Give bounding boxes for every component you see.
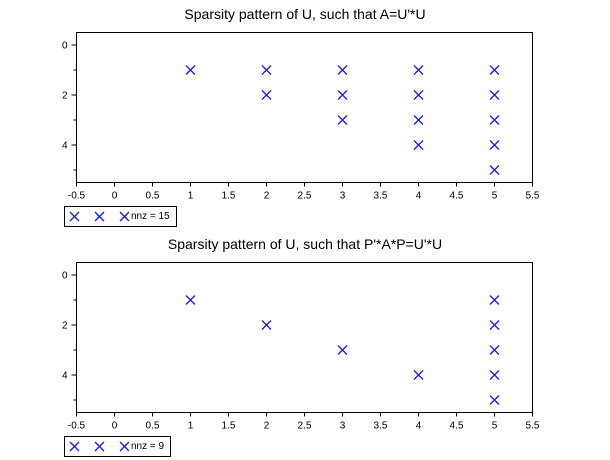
data-point-marker bbox=[337, 345, 348, 355]
y-axis-tick-label: 4 bbox=[62, 141, 68, 152]
x-axis-tick-label: 4 bbox=[416, 191, 422, 202]
x-marker-icon bbox=[69, 441, 80, 452]
data-point-marker bbox=[337, 90, 348, 100]
x-axis-tick-label: 0.5 bbox=[146, 421, 160, 432]
data-point-marker bbox=[413, 65, 424, 75]
y-axis-tick-label: 0 bbox=[62, 41, 68, 52]
x-axis-tick-label: 4.5 bbox=[450, 421, 464, 432]
x-axis-tick-label: 5 bbox=[492, 421, 498, 432]
x-marker-icon bbox=[94, 441, 105, 452]
x-marker-icon bbox=[119, 441, 130, 452]
plot-box bbox=[76, 262, 533, 413]
data-point-marker bbox=[413, 90, 424, 100]
data-point-marker bbox=[489, 115, 500, 125]
x-marker-icon bbox=[69, 211, 80, 222]
data-point-marker bbox=[337, 65, 348, 75]
y-axis-tick-label: 2 bbox=[62, 91, 68, 102]
data-point-marker bbox=[337, 115, 348, 125]
data-point-marker bbox=[489, 395, 500, 405]
data-point-marker bbox=[489, 90, 500, 100]
x-axis-tick-label: 2 bbox=[264, 421, 270, 432]
x-axis-tick-label: 4.5 bbox=[450, 191, 464, 202]
x-axis-tick-label: 1 bbox=[188, 421, 194, 432]
plot-title-upper: Sparsity pattern of U, such that A=U'*U bbox=[184, 6, 426, 22]
x-axis-tick-label: 0 bbox=[112, 191, 118, 202]
legend-label: nnz = 15 bbox=[131, 211, 170, 222]
x-axis-tick-label: 3 bbox=[340, 421, 346, 432]
x-axis-tick-label: 0.5 bbox=[146, 191, 160, 202]
x-axis-tick-label: 2.5 bbox=[298, 421, 312, 432]
data-point-marker bbox=[489, 345, 500, 355]
x-axis-tick-label: 0 bbox=[112, 421, 118, 432]
data-point-marker bbox=[413, 115, 424, 125]
subplot-lower: -0.5 0 0.5 1 1.5 2 2.5 3 3.5 4 4.5 5 5.5 0 2 4 Sparsity… bbox=[0, 230, 610, 460]
x-axis-tick-label: 5.5 bbox=[526, 191, 540, 202]
legend-upper: nnz = 15 bbox=[64, 206, 177, 227]
plot-title-lower: Sparsity pattern of U, such that P'*A*P=… bbox=[167, 236, 443, 252]
plot-canvas-lower: -0.5 0 0.5 1 1.5 2 2.5 3 3.5 4 4.5 5 5.5 0 2 4 bbox=[62, 262, 540, 432]
plot-canvas-upper: -0.5 0 0.5 1 1.5 2 2.5 3 3.5 4 4.5 5 5.5 0 2 4 bbox=[62, 32, 540, 202]
x-axis-tick-label: 1 bbox=[188, 191, 194, 202]
y-axis-tick-label: 4 bbox=[62, 371, 68, 382]
x-axis-tick-label: 1.5 bbox=[222, 421, 236, 432]
data-point-marker bbox=[489, 370, 500, 380]
data-point-marker bbox=[261, 320, 272, 330]
x-marker-icon bbox=[119, 211, 130, 222]
x-axis-tick-label: 2 bbox=[264, 191, 270, 202]
x-axis-tick-label: 4 bbox=[416, 421, 422, 432]
plot-box bbox=[76, 32, 533, 183]
data-point-marker bbox=[489, 140, 500, 150]
data-point-marker bbox=[185, 295, 196, 305]
data-point-marker bbox=[489, 295, 500, 305]
data-point-marker bbox=[489, 320, 500, 330]
x-axis-tick-label: 2.5 bbox=[298, 191, 312, 202]
y-axis-tick-label: 2 bbox=[62, 321, 68, 332]
x-axis-tick-label: 3.5 bbox=[374, 191, 388, 202]
legend-label: nnz = 9 bbox=[131, 441, 165, 452]
x-axis-tick-label: -0.5 bbox=[68, 191, 86, 202]
x-axis-tick-label: 3.5 bbox=[374, 421, 388, 432]
x-marker-icon bbox=[94, 211, 105, 222]
data-point-marker bbox=[413, 140, 424, 150]
data-point-marker bbox=[489, 165, 500, 175]
subplot-upper: -0.5 0 0.5 1 1.5 2 2.5 3 3.5 4 4.5 5 5.5 0 2 4 Sparsity… bbox=[62, 6, 540, 227]
x-axis-tick-label: 5 bbox=[492, 191, 498, 202]
data-point-marker bbox=[261, 90, 272, 100]
data-point-marker bbox=[489, 65, 500, 75]
x-axis-tick-label: 3 bbox=[340, 191, 346, 202]
data-point-marker bbox=[185, 65, 196, 75]
x-axis-tick-label: -0.5 bbox=[68, 421, 86, 432]
x-axis-tick-label: 5.5 bbox=[526, 421, 540, 432]
data-point-marker bbox=[261, 65, 272, 75]
x-axis-tick-label: 1.5 bbox=[222, 191, 236, 202]
y-axis-tick-label: 0 bbox=[62, 271, 68, 282]
legend-lower: nnz = 9 bbox=[64, 436, 172, 457]
data-point-marker bbox=[413, 370, 424, 380]
